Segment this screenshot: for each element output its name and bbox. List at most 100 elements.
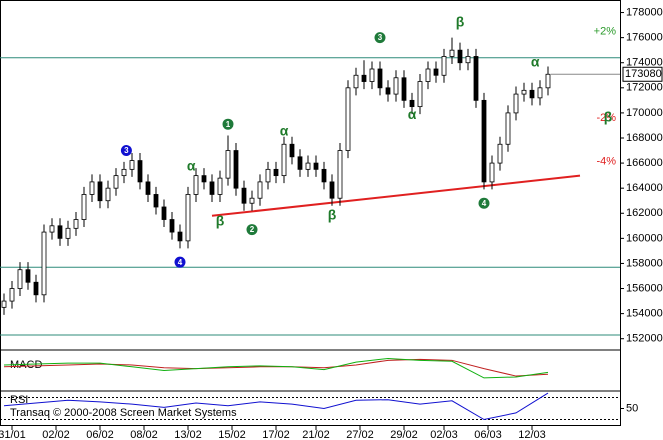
- candle-body: [265, 168, 271, 183]
- annotation-label: 4: [178, 258, 183, 267]
- candle-body: [545, 73, 551, 89]
- annotation-label: 4: [482, 199, 487, 208]
- candle-body: [1, 300, 7, 308]
- candle-body: [89, 181, 95, 195]
- y-tick-label: 164000: [626, 182, 663, 194]
- candle-body: [433, 68, 439, 76]
- x-tick-label: 02/03: [430, 429, 458, 440]
- y-tick-label: 170000: [626, 107, 663, 119]
- candle-body: [473, 56, 479, 101]
- annotation-label: 2: [250, 225, 255, 234]
- x-tick-label: 06/03: [474, 429, 502, 440]
- rsi-line: [3, 392, 549, 421]
- macd-line: [3, 357, 549, 379]
- candle-body: [121, 168, 127, 177]
- candle-body: [353, 74, 359, 89]
- candle-body: [249, 197, 255, 204]
- x-tick-label: 15/02: [218, 429, 246, 440]
- annotation-label: 1: [226, 120, 231, 129]
- annotation-circle: [478, 197, 490, 209]
- candle-body: [393, 77, 399, 95]
- candle-body: [225, 150, 231, 179]
- annotation-label: α: [280, 122, 289, 138]
- x-tick-label: 21/02: [302, 429, 330, 440]
- x-tick-label: 08/02: [130, 429, 158, 440]
- candle-body: [417, 81, 423, 108]
- last-price-label: 173080: [625, 68, 662, 80]
- y-tick-label: 156000: [626, 282, 663, 294]
- annotation-label: β: [604, 109, 613, 125]
- annotation-circle: [120, 145, 132, 157]
- candle-body: [441, 56, 447, 76]
- candle-body: [297, 156, 303, 170]
- candle-body: [129, 160, 135, 170]
- annotation-circle: [174, 256, 186, 268]
- candle-body: [361, 74, 367, 82]
- y-tick-label: 174000: [626, 57, 663, 69]
- candle-body: [241, 187, 247, 204]
- candle-body: [41, 231, 47, 296]
- candle-body: [9, 288, 15, 302]
- trend-line: [211, 174, 581, 217]
- x-tick-label: 13/02: [174, 429, 202, 440]
- candle-body: [529, 89, 535, 99]
- footer: Transaq © 2000-2008 Screen Market System…: [10, 407, 237, 419]
- last-price-box: [622, 66, 663, 82]
- candle-body: [273, 168, 279, 177]
- candle-body: [201, 175, 207, 183]
- y-tick-label: 154000: [626, 308, 663, 320]
- x-tick-label: 29/02: [390, 429, 418, 440]
- y-tick-label: 162000: [626, 207, 663, 219]
- candle-body: [257, 181, 263, 199]
- candle-body: [505, 112, 511, 145]
- annotation-label: 3: [124, 146, 129, 155]
- x-tick-label: 12/03: [518, 429, 546, 440]
- candle-body: [425, 68, 431, 82]
- annotation-label: 3: [378, 33, 383, 42]
- candle-body: [65, 227, 71, 239]
- annotation-label: α: [531, 53, 540, 69]
- candle-body: [81, 194, 87, 220]
- pct-level-label: -4%: [596, 156, 616, 168]
- candle-body: [33, 281, 39, 296]
- annotation-label: α: [408, 106, 417, 122]
- annotation-label: β: [328, 206, 337, 222]
- candle-body: [209, 181, 215, 195]
- candle-body: [537, 87, 543, 99]
- candle-body: [289, 143, 295, 158]
- x-tick-label: 06/02: [86, 429, 114, 440]
- rsi-tick-label: 50: [626, 402, 638, 414]
- candle-body: [185, 194, 191, 242]
- x-tick-label: 17/02: [262, 429, 290, 440]
- candle-body: [105, 187, 111, 202]
- pct-level-label: +2%: [594, 25, 617, 37]
- candle-body: [57, 225, 63, 239]
- y-tick-label: 168000: [626, 132, 663, 144]
- annotation-label: β: [456, 13, 465, 29]
- candle-body: [145, 181, 151, 195]
- annotation-circle: [222, 118, 234, 130]
- candle-body: [457, 49, 463, 64]
- y-tick-label: 152000: [626, 333, 663, 345]
- x-tick-label: 27/02: [346, 429, 374, 440]
- candle-body: [97, 181, 103, 202]
- candle-body: [465, 56, 471, 64]
- y-tick-label: 166000: [626, 157, 663, 169]
- candle-body: [513, 93, 519, 114]
- candle-body: [497, 143, 503, 164]
- candle-body: [337, 150, 343, 199]
- candle-body: [17, 269, 23, 289]
- x-tick-label: 02/02: [42, 429, 70, 440]
- y-tick-label: 172000: [626, 82, 663, 94]
- candle-body: [369, 68, 375, 82]
- annotation-circle: [246, 224, 258, 236]
- candle-body: [329, 181, 335, 199]
- macd-line: [3, 358, 549, 377]
- y-tick-label: 176000: [626, 32, 663, 44]
- candle-body: [49, 225, 55, 233]
- candle-body: [169, 219, 175, 233]
- candle-body: [113, 175, 119, 189]
- candle-body: [177, 231, 183, 242]
- candle-body: [25, 269, 31, 283]
